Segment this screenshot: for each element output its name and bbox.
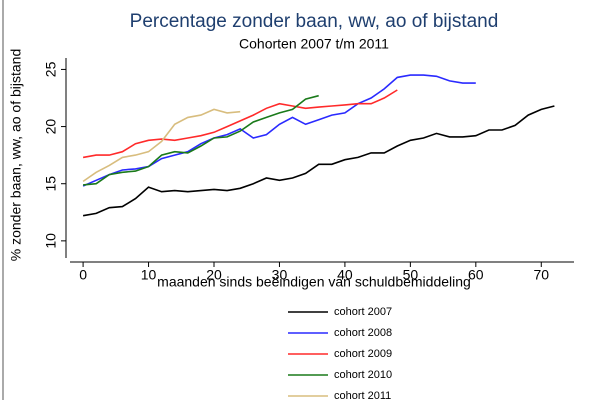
x-tick-label: 60	[468, 267, 484, 283]
y-tick-label: 25	[43, 61, 59, 77]
chart-subtitle: Cohorten 2007 t/m 2011	[239, 36, 389, 52]
x-tick-label: 30	[272, 267, 288, 283]
y-axis-label: % zonder baan, ww, ao of bijstand	[8, 49, 24, 261]
legend-label: cohort 2009	[334, 348, 392, 360]
legend-label: cohort 2008	[334, 327, 392, 339]
x-tick-label: 50	[403, 267, 419, 283]
series-line	[83, 94, 319, 186]
legend-label: cohort 2011	[334, 390, 391, 400]
y-tick-label: 15	[43, 176, 59, 192]
x-tick-label: 20	[206, 267, 222, 283]
x-axis-label: maanden sinds beëindigen van schuldbemid…	[157, 274, 471, 290]
series-line	[82, 89, 398, 159]
chart-title: Percentage zonder baan, ww, ao of bijsta…	[130, 11, 499, 32]
y-tick-label: 10	[43, 233, 59, 249]
x-tick-label: 40	[337, 267, 353, 283]
series-line	[82, 105, 555, 217]
series-line	[82, 108, 241, 183]
legend-label: cohort 2007	[334, 306, 392, 318]
x-tick-label: 70	[533, 267, 549, 283]
y-tick-label: 20	[43, 119, 59, 135]
legend-label: cohort 2010	[334, 369, 392, 381]
x-tick-label: 0	[79, 267, 87, 283]
legend	[267, 299, 411, 400]
x-tick-label: 10	[141, 267, 157, 283]
